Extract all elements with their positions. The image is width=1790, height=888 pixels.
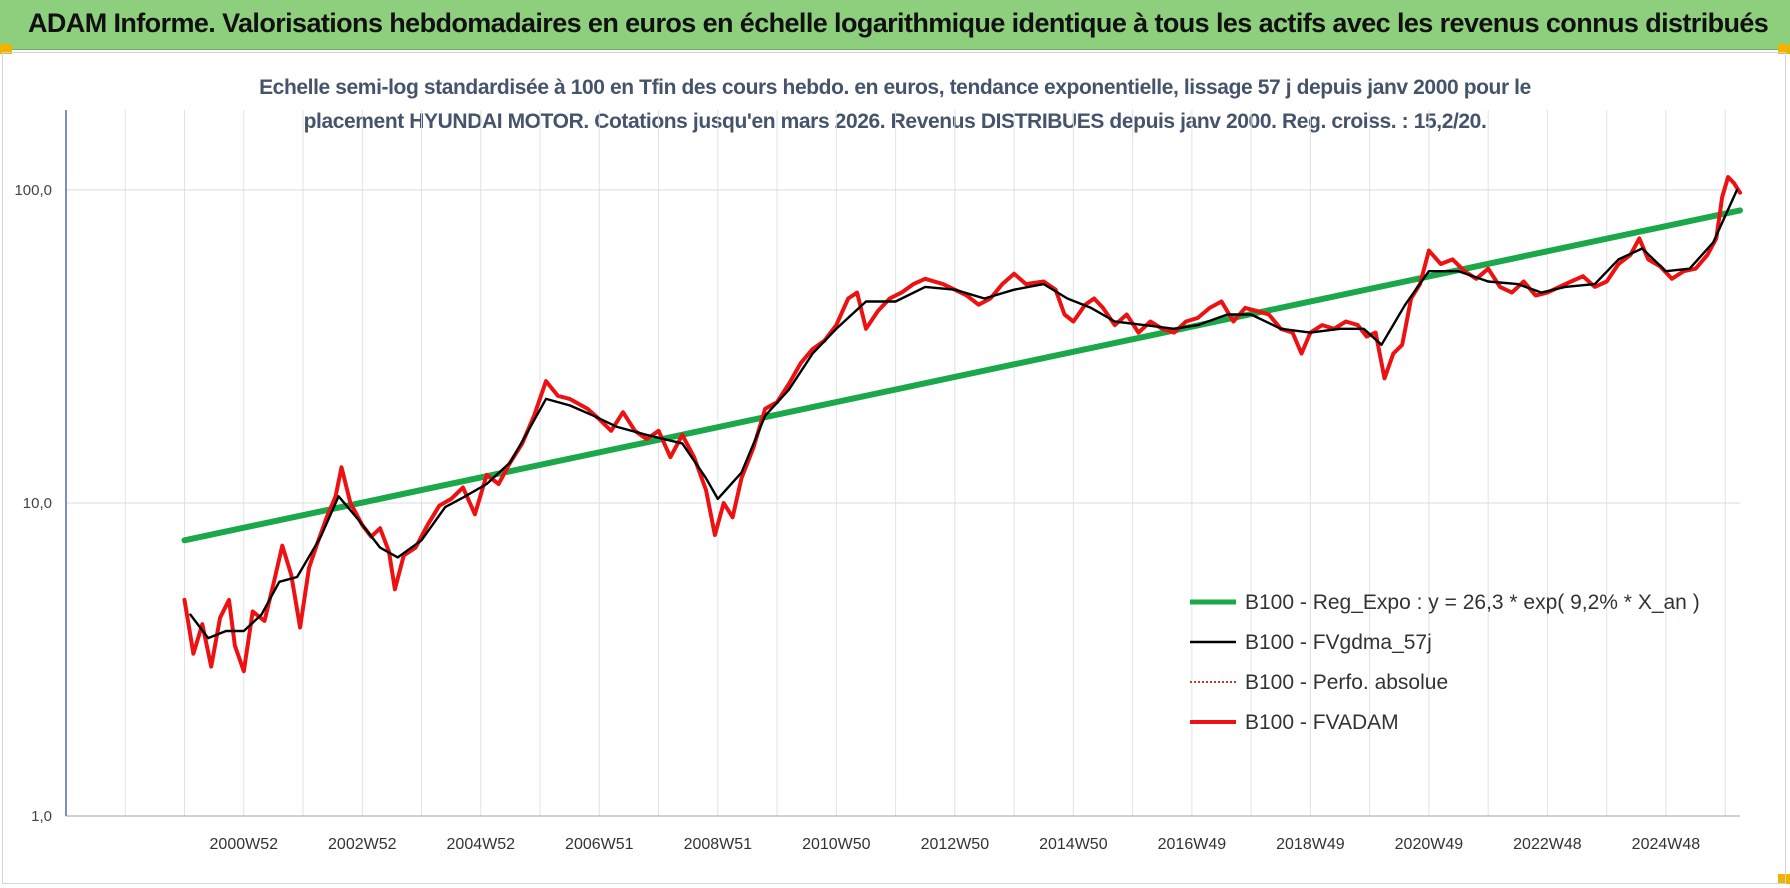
series-line-0 — [181, 207, 1743, 544]
corner-marker-right — [1778, 44, 1790, 54]
x-tick-label: 2008W51 — [684, 836, 753, 853]
legend: B100 - Reg_Expo : y = 26,3 * exp( 9,2% *… — [1190, 591, 1700, 734]
y-tick-label: 10,0 — [23, 495, 52, 512]
x-tick-label: 2010W50 — [802, 836, 871, 853]
y-tick-label: 100,0 — [14, 182, 52, 199]
banner-title: ADAM Informe. Valorisations hebdomadaire… — [28, 8, 1769, 38]
x-tick-label: 2020W49 — [1395, 836, 1464, 853]
x-tick-labels: 2000W52 2002W52 2004W52 2006W51 2008W51 2010W… — [210, 836, 1701, 853]
legend-label: B100 - Reg_Expo : y = 26,3 * exp( 9,2% *… — [1245, 591, 1700, 614]
y-tick-label: 1,0 — [31, 808, 52, 825]
chart-title-line1: Echelle semi-log standardisée à 100 en T… — [259, 76, 1531, 99]
legend-label: B100 - FVADAM — [1245, 711, 1399, 734]
y-tick-labels: 1,0 10,0 100,0 — [14, 182, 52, 825]
legend-label: B100 - FVgdma_57j — [1245, 631, 1432, 654]
grid — [65, 110, 1740, 817]
x-tick-label: 2002W52 — [328, 836, 397, 853]
series-line-1 — [189, 188, 1739, 640]
chart-frame — [2, 52, 1786, 884]
x-tick-label: 2016W49 — [1158, 836, 1227, 853]
corner-marker-left — [0, 44, 12, 54]
corner-marker-bottom-right — [1778, 874, 1790, 884]
banner: ADAM Informe. Valorisations hebdomadaire… — [0, 0, 1790, 50]
x-tick-label: 2018W49 — [1276, 836, 1345, 853]
legend-label: B100 - Perfo. absolue — [1245, 671, 1448, 694]
x-tick-label: 2012W50 — [921, 836, 990, 853]
axes — [65, 110, 1740, 817]
x-tick-label: 2004W52 — [447, 836, 516, 853]
x-tick-label: 2024W48 — [1632, 836, 1701, 853]
x-tick-label: 2000W52 — [210, 836, 279, 853]
x-tick-label: 2014W50 — [1039, 836, 1108, 853]
series-layer — [181, 175, 1743, 674]
x-tick-label: 2006W51 — [565, 836, 634, 853]
x-tick-label: 2022W48 — [1513, 836, 1582, 853]
